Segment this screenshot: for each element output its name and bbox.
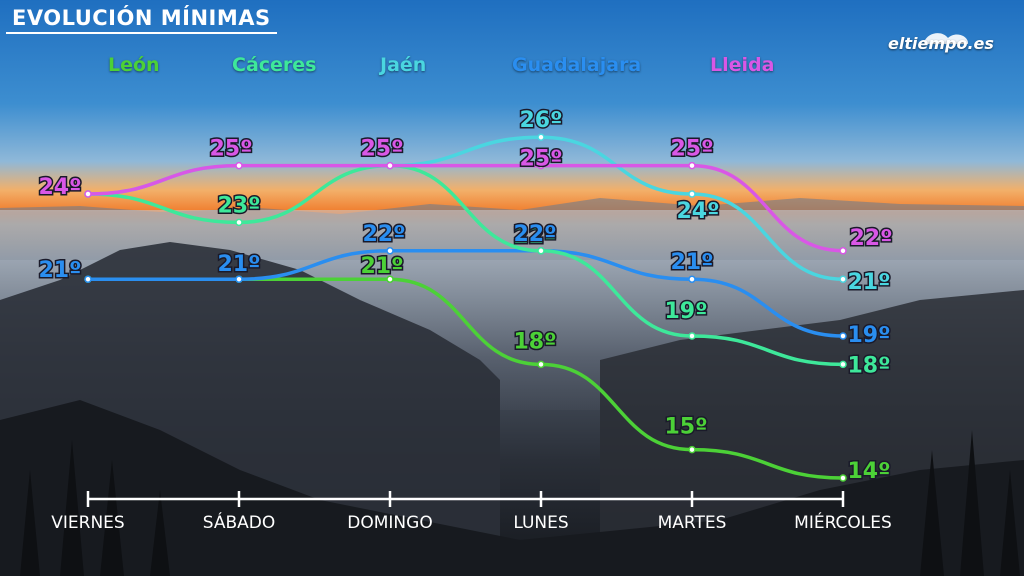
- data-label: 26º: [519, 108, 562, 133]
- data-point: [839, 360, 847, 369]
- x-tick-label: DOMINGO: [347, 513, 432, 533]
- x-tick-label: MIÉRCOLES: [794, 511, 892, 533]
- data-label: 14º: [847, 459, 890, 484]
- legend-item: Guadalajara: [512, 54, 642, 76]
- brand-logo: eltiempo.es: [884, 28, 1002, 62]
- data-point: [386, 247, 394, 255]
- x-tick-label: LUNES: [513, 513, 568, 533]
- data-label: 24º: [676, 199, 719, 224]
- data-point: [688, 161, 696, 170]
- legend: León Cáceres Jaén Guadalajara Lleida: [0, 54, 1024, 86]
- x-tick-label: VIERNES: [51, 513, 124, 533]
- data-label: 21º: [38, 258, 81, 283]
- data-point: [688, 275, 696, 283]
- trees: [20, 430, 1020, 576]
- data-label: 19º: [664, 299, 707, 324]
- data-label: 21º: [360, 254, 403, 279]
- legend-item: Cáceres: [232, 54, 317, 76]
- legend-item: León: [108, 54, 160, 76]
- data-point: [386, 275, 394, 283]
- series-line: [86, 249, 845, 338]
- data-point: [235, 161, 243, 170]
- brand-text: eltiempo.es: [888, 34, 994, 53]
- data-label: 19º: [847, 323, 890, 348]
- data-label: 25º: [670, 137, 713, 162]
- data-point: [84, 190, 92, 198]
- data-label: 25º: [519, 147, 562, 172]
- data-label: 18º: [847, 353, 890, 378]
- data-point: [537, 133, 545, 141]
- legend-item: Lleida: [710, 54, 775, 76]
- data-point: [839, 474, 847, 482]
- legend-item: Jaén: [380, 54, 427, 76]
- data-point: [537, 360, 545, 369]
- data-label: 21º: [217, 252, 260, 277]
- chart-title: EVOLUCIÓN MÍNIMAS: [6, 4, 277, 34]
- data-label: 22º: [849, 226, 892, 251]
- data-label: 18º: [513, 329, 556, 354]
- data-label: 22º: [513, 222, 556, 247]
- series-lines: [84, 133, 847, 482]
- data-label: 25º: [209, 137, 252, 162]
- data-point: [839, 275, 847, 283]
- data-label: 25º: [360, 137, 403, 162]
- data-point: [688, 190, 696, 198]
- data-label: 22º: [362, 222, 405, 247]
- data-label: 23º: [217, 193, 260, 218]
- data-point: [688, 445, 696, 454]
- data-point: [839, 332, 847, 340]
- data-point: [839, 247, 847, 255]
- series-line: [86, 163, 845, 253]
- data-point: [386, 161, 394, 170]
- foreground-hill: [0, 400, 1024, 576]
- x-axis: VIERNES SÁBADO DOMINGO LUNES MARTES MIÉRCOLES: [51, 491, 892, 533]
- series-line: [86, 163, 845, 367]
- data-label: 24º: [38, 175, 81, 200]
- data-point: [688, 332, 696, 340]
- data-label: 21º: [670, 250, 713, 275]
- data-point: [537, 161, 545, 170]
- data-label: 22º: [513, 224, 556, 249]
- x-tick-label: SÁBADO: [203, 511, 276, 533]
- data-point: [235, 275, 243, 283]
- data-labels: 21º 18º 15º 14º 23º 22º 19º 18º 26º 24º 21º 21º 21º 2…: [37, 107, 894, 486]
- data-label: 21º: [847, 270, 890, 295]
- cloud-logo-icon: [924, 33, 968, 44]
- data-point: [84, 275, 92, 283]
- data-label: 15º: [664, 415, 707, 440]
- x-tick-label: MARTES: [658, 513, 727, 533]
- data-point: [537, 247, 545, 255]
- data-point: [235, 218, 243, 227]
